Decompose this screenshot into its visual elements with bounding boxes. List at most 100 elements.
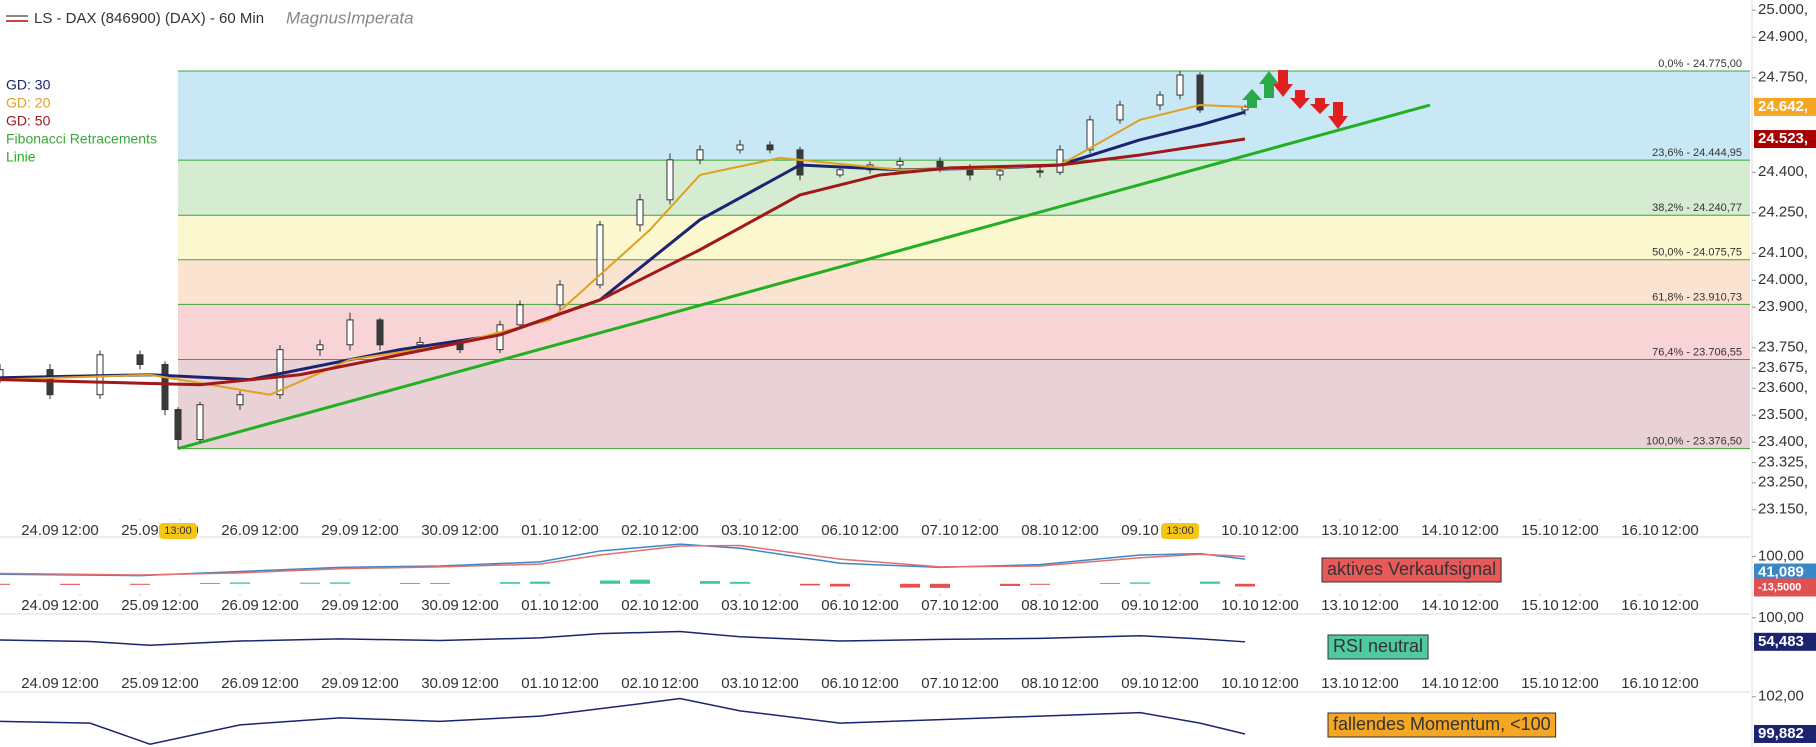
y-tick-label: 23.750, xyxy=(1758,339,1808,356)
x-tick-label: 07.10 xyxy=(921,675,959,692)
fib-label: 61,8% - 23.910,73 xyxy=(1652,291,1742,303)
x-tick-label: 12:00 xyxy=(1661,675,1699,692)
signal-box xyxy=(1327,634,1429,660)
y-tick-label: 23.150, xyxy=(1758,501,1808,518)
histogram-bar xyxy=(1130,582,1150,584)
x-tick-label: 12:00 xyxy=(1061,522,1099,539)
x-tick-label: 12:00 xyxy=(261,675,299,692)
x-tick-label: 12:00 xyxy=(561,522,599,539)
y-tick-label: 24.000, xyxy=(1758,271,1808,288)
x-tick-label: 12:00 xyxy=(861,522,899,539)
x-tick-label: 12:00 xyxy=(661,675,699,692)
sell-arrow xyxy=(1273,70,1293,97)
x-tick-label: 15.10 xyxy=(1521,597,1559,614)
candle-body xyxy=(736,144,744,151)
x-tick-label: 12:00 xyxy=(461,597,499,614)
x-tick-label: 30.09 xyxy=(421,597,459,614)
x-tick-label: 02.10 xyxy=(621,522,659,539)
signal-arrows xyxy=(1242,70,1348,129)
histogram-bar xyxy=(0,583,10,585)
candle-body xyxy=(1176,74,1184,96)
line xyxy=(0,630,1246,646)
histogram-bar xyxy=(430,582,450,584)
time-badge-label: 13:00 xyxy=(164,525,192,537)
x-tick-label: 12:00 xyxy=(1361,597,1399,614)
x-tick-label: 12:00 xyxy=(561,597,599,614)
x-tick-label: 12:00 xyxy=(1661,597,1699,614)
candle-body xyxy=(996,170,1004,176)
x-tick-label: 12:00 xyxy=(1461,597,1499,614)
legend-entry: Fibonacci Retracements xyxy=(6,131,157,147)
x-tick-label: 13.10 xyxy=(1321,675,1359,692)
x-tick-label: 12:00 xyxy=(261,522,299,539)
x-tick-label: 12:00 xyxy=(661,597,699,614)
histogram-bar xyxy=(600,580,620,584)
x-tick-label: 16.10 xyxy=(1621,597,1659,614)
signal-box xyxy=(1321,557,1502,583)
x-tick-label: 01.10 xyxy=(521,675,559,692)
x-tick-label: 12:00 xyxy=(1561,597,1599,614)
x-tick-label: 12:00 xyxy=(1161,597,1199,614)
histogram-bar xyxy=(1200,581,1220,584)
buy-arrow xyxy=(1259,71,1279,98)
time-badge xyxy=(159,523,197,539)
x-tick-label: 26.09 xyxy=(221,522,259,539)
histogram-bar xyxy=(300,582,320,584)
fib-label: 23,6% - 24.444,95 xyxy=(1652,147,1742,159)
x-tick-label: 25.09 xyxy=(121,597,159,614)
x-tick-label: 16.10 xyxy=(1621,675,1659,692)
candle-body xyxy=(346,319,354,346)
histogram-bar xyxy=(530,581,550,584)
candle-body xyxy=(1056,149,1064,173)
x-tick-label: 29.09 xyxy=(321,597,359,614)
x-tick-label: 10.10 xyxy=(1221,675,1259,692)
x-tick-label: 02.10 xyxy=(621,675,659,692)
x-tick-label: 12:00 xyxy=(61,597,99,614)
histogram-bar xyxy=(1100,582,1120,584)
histogram-bar xyxy=(400,582,420,584)
x-tick-label: 03.10 xyxy=(721,522,759,539)
x-tick-label: 12:00 xyxy=(1461,675,1499,692)
histogram-bar xyxy=(1000,583,1020,586)
x-tick-label: 06.10 xyxy=(821,597,859,614)
candle-body xyxy=(836,169,844,176)
candle-body xyxy=(136,354,144,365)
x-tick-label: 12:00 xyxy=(61,522,99,539)
x-tick-label: 12:00 xyxy=(1261,675,1299,692)
y-tick-label: 24.900, xyxy=(1758,28,1808,45)
x-tick-label: 01.10 xyxy=(521,522,559,539)
x-tick-label: 09.10 xyxy=(1121,522,1159,539)
y-tick-label: 24.100, xyxy=(1758,244,1808,261)
legend-entry: Linie xyxy=(6,149,36,165)
y-tick-label: 24.250, xyxy=(1758,204,1808,221)
line xyxy=(0,104,1246,396)
x-tick-label: 06.10 xyxy=(821,522,859,539)
x-tick-label: 12:00 xyxy=(861,675,899,692)
x-tick-label: 30.09 xyxy=(421,675,459,692)
candle-body xyxy=(766,144,774,151)
x-tick-label: 12:00 xyxy=(761,522,799,539)
x-tick-label: 12:00 xyxy=(761,675,799,692)
x-tick-label: 26.09 xyxy=(221,597,259,614)
price-badge xyxy=(1754,97,1816,116)
x-tick-label: 01.10 xyxy=(521,597,559,614)
x-tick-label: 09.10 xyxy=(1121,675,1159,692)
histogram-bar xyxy=(60,583,80,585)
fib-zone xyxy=(178,359,1750,449)
fib-label: 50,0% - 24.075,75 xyxy=(1652,247,1742,259)
x-tick-label: 14.10 xyxy=(1421,522,1459,539)
x-tick-label: 12:00 xyxy=(1261,597,1299,614)
x-tick-label: 29.09 xyxy=(321,522,359,539)
line xyxy=(0,697,1246,745)
sell-arrow xyxy=(1328,102,1348,129)
x-tick-label: 12:00 xyxy=(461,522,499,539)
x-tick-label: 15.10 xyxy=(1521,522,1559,539)
candle-body xyxy=(556,284,564,306)
legend-entry: GD: 50 xyxy=(6,113,51,129)
x-tick-label: 12:00 xyxy=(961,675,999,692)
histogram-bar xyxy=(830,583,850,587)
x-tick-label: 12:00 xyxy=(61,675,99,692)
candle-body xyxy=(1116,104,1124,121)
sell-arrow xyxy=(1310,98,1330,114)
